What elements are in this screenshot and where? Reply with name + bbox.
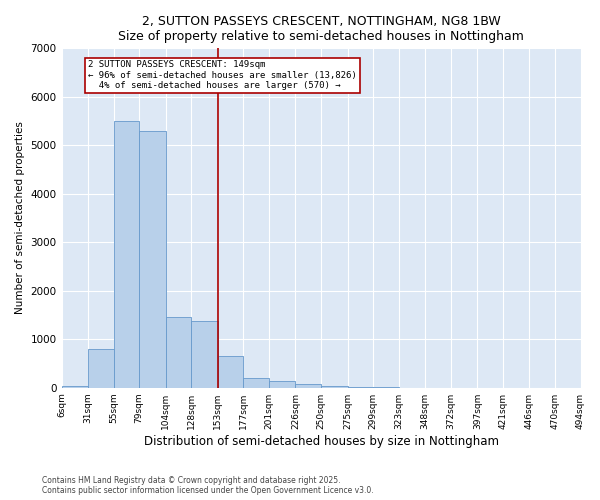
Bar	[113, 121, 139, 388]
Bar	[295, 384, 321, 388]
Bar	[62, 386, 88, 388]
Bar	[88, 349, 113, 388]
Bar	[269, 382, 295, 388]
Text: 2 SUTTON PASSEYS CRESCENT: 149sqm
← 96% of semi-detached houses are smaller (13,: 2 SUTTON PASSEYS CRESCENT: 149sqm ← 96% …	[88, 60, 357, 90]
Bar	[244, 378, 269, 388]
Bar	[191, 321, 218, 388]
Y-axis label: Number of semi-detached properties: Number of semi-detached properties	[15, 122, 25, 314]
Bar	[166, 318, 191, 388]
Text: Contains HM Land Registry data © Crown copyright and database right 2025.
Contai: Contains HM Land Registry data © Crown c…	[42, 476, 374, 495]
X-axis label: Distribution of semi-detached houses by size in Nottingham: Distribution of semi-detached houses by …	[143, 434, 499, 448]
Title: 2, SUTTON PASSEYS CRESCENT, NOTTINGHAM, NG8 1BW
Size of property relative to sem: 2, SUTTON PASSEYS CRESCENT, NOTTINGHAM, …	[118, 15, 524, 43]
Bar	[218, 356, 244, 388]
Bar	[139, 131, 166, 388]
Bar	[321, 386, 347, 388]
